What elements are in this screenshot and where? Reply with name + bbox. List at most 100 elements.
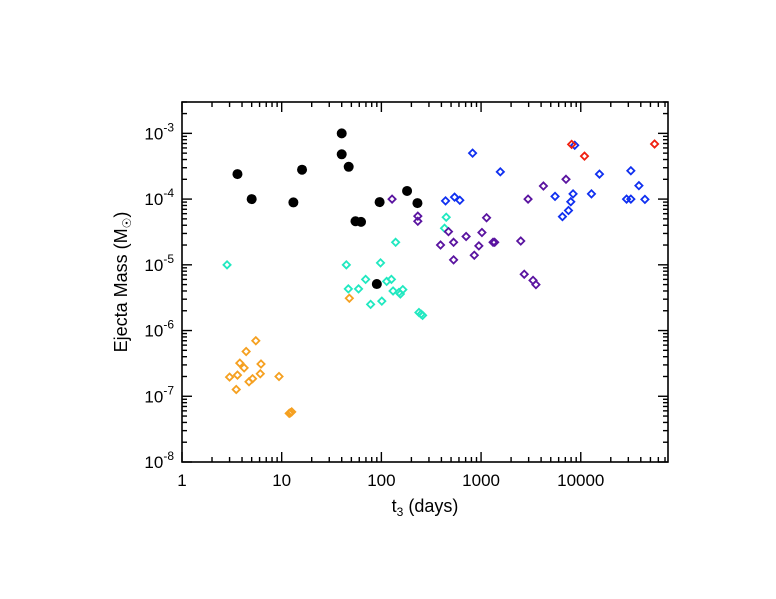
y-tick-label: 10-8 (144, 449, 174, 472)
data-point (568, 189, 578, 199)
data-point (563, 205, 574, 216)
x-tick-label: 10 (272, 471, 291, 490)
data-point (523, 194, 533, 204)
data-point (371, 279, 382, 290)
data-point (250, 335, 261, 346)
data-point (365, 299, 376, 310)
data-point (594, 169, 605, 179)
data-point (467, 148, 478, 159)
data-point (375, 258, 386, 268)
x-axis-label: t3 (days) (392, 496, 459, 519)
data-point (256, 359, 266, 369)
data-point (241, 346, 252, 357)
data-point (390, 237, 401, 248)
data-point (634, 180, 644, 191)
data-point (435, 240, 446, 250)
data-point (416, 309, 426, 319)
data-point (344, 293, 355, 304)
data-point (222, 259, 232, 270)
data-point (412, 211, 423, 222)
data-point (412, 198, 423, 209)
data-point (640, 194, 650, 205)
x-tick-label: 100 (367, 471, 395, 490)
y-tick-label: 10-6 (144, 318, 174, 341)
data-point (449, 192, 460, 203)
data-point (343, 161, 354, 172)
data-point (234, 358, 245, 368)
data-point (336, 128, 347, 139)
data-point (232, 370, 243, 380)
y-tick-label: 10-4 (144, 186, 174, 209)
data-point (538, 181, 549, 191)
data-point (519, 269, 530, 280)
axis-ticks (181, 101, 668, 463)
data-point (341, 259, 352, 270)
series-0 (232, 128, 423, 290)
x-tick-label: 1 (177, 471, 186, 490)
data-point (285, 407, 296, 418)
data-point (565, 196, 576, 207)
data-point (246, 194, 257, 205)
data-point (297, 164, 308, 175)
data-point (443, 226, 454, 237)
series-4 (440, 140, 650, 222)
data-point (232, 169, 243, 180)
data-point (376, 296, 387, 307)
y-tick-labels: 10-8 10-7 10-6 10-5 10-4 10-3 (144, 120, 174, 472)
data-point (649, 139, 660, 149)
y-tick-label: 10-3 (144, 120, 174, 143)
data-point (488, 237, 498, 248)
data-point (625, 165, 636, 176)
series-1 (224, 293, 355, 419)
data-point (386, 274, 397, 285)
data-point (343, 284, 354, 294)
series-2 (222, 212, 452, 321)
data-point (448, 254, 459, 265)
data-point (412, 216, 423, 227)
data-point (477, 227, 487, 238)
data-point (566, 139, 577, 150)
data-point (454, 195, 465, 206)
data-point (388, 286, 398, 296)
data-point (247, 373, 258, 384)
data-point (288, 197, 299, 208)
data-point (274, 371, 284, 382)
data-point (336, 149, 347, 160)
data-point (515, 236, 526, 246)
y-tick-label: 10-7 (144, 383, 174, 406)
data-point (550, 191, 560, 202)
data-point (255, 368, 266, 379)
y-axis-label: Ejecta Mass (M☉) (111, 212, 134, 353)
data-point (448, 237, 459, 248)
data-point (440, 195, 451, 206)
plot-frame (181, 101, 669, 463)
data-point (557, 211, 568, 222)
data-point (531, 279, 541, 290)
data-point (473, 241, 484, 251)
data-point (353, 284, 364, 294)
data-point (481, 212, 492, 223)
data-point (441, 212, 452, 223)
data-point (625, 194, 636, 204)
data-point (586, 189, 597, 199)
data-point (561, 174, 571, 185)
data-point (469, 250, 480, 261)
data-point (360, 274, 371, 285)
data-point (224, 372, 235, 382)
data-point (394, 287, 404, 298)
series-3 (387, 174, 571, 290)
data-point (387, 194, 397, 204)
data-point (495, 166, 506, 177)
data-point (374, 197, 385, 208)
data-points (222, 128, 660, 419)
data-point (239, 363, 250, 373)
x-tick-label: 10000 (557, 471, 604, 490)
data-point (489, 237, 500, 248)
data-point (402, 185, 413, 196)
data-point (231, 384, 242, 395)
y-tick-label: 10-5 (144, 252, 174, 275)
data-point (356, 216, 367, 227)
data-point (569, 140, 580, 151)
data-point (579, 151, 590, 162)
